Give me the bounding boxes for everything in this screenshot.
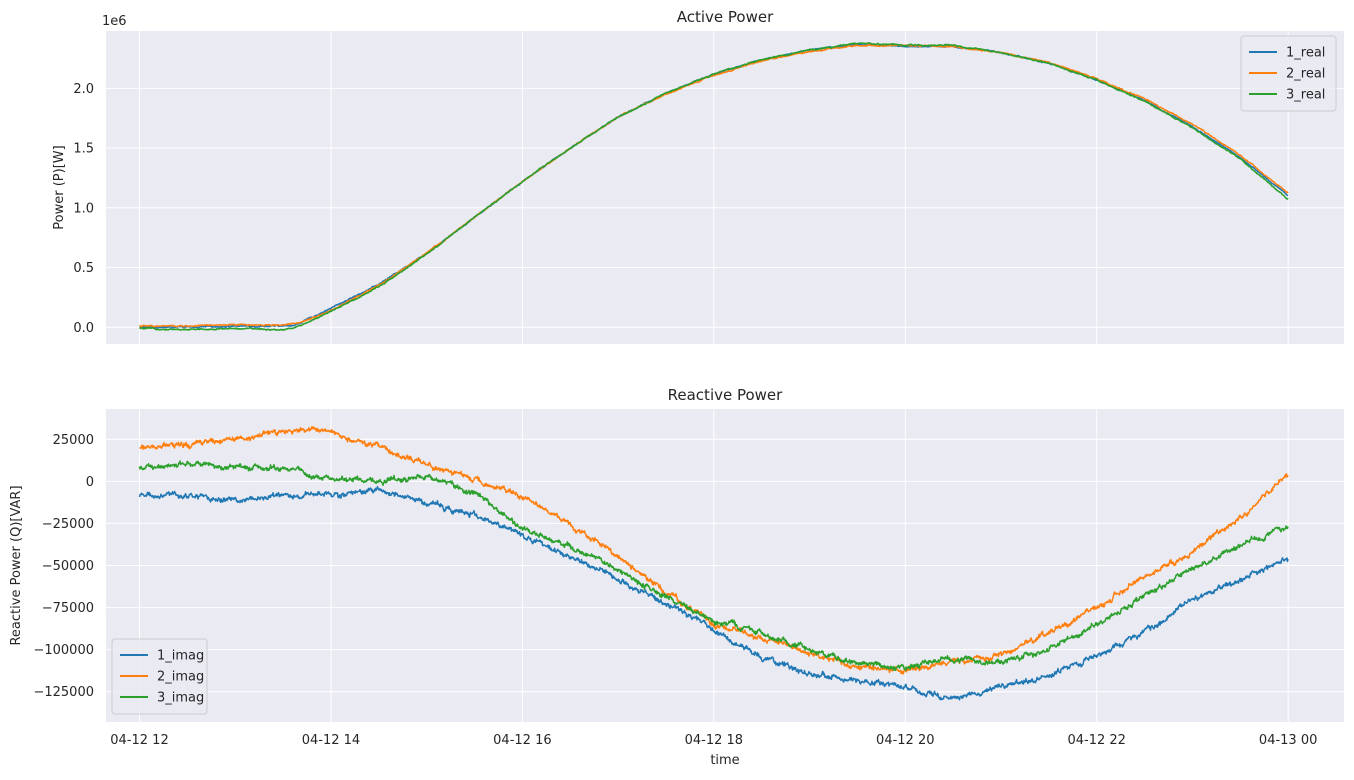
reactive-x-axis-label: time (710, 753, 739, 768)
reactive-chart-title: Reactive Power (668, 386, 784, 404)
reactive-y-tick-label: −25000 (42, 517, 94, 532)
reactive-y-tick-label: 0 (86, 475, 94, 490)
active-legend-box (1240, 35, 1337, 112)
reactive-legend-label: 2_imag (157, 670, 204, 685)
reactive-y-tick-label: −75000 (42, 601, 94, 616)
active-chart-title: Active Power (677, 8, 774, 26)
reactive-y-axis-label: Reactive Power (Q)[VAR] (9, 485, 24, 645)
reactive-y-tick-label: −125000 (33, 685, 94, 700)
reactive-x-tick-label: 04-12 22 (1067, 733, 1125, 748)
active-y-tick-label: 2.0 (73, 82, 94, 97)
active-legend-label: 3_real (1286, 88, 1325, 103)
active-plot-area (106, 31, 1344, 344)
active-offset-text: 1e6 (102, 14, 127, 29)
active-legend-label: 2_real (1286, 67, 1325, 82)
reactive-legend-box (111, 638, 208, 715)
reactive-x-tick-label: 04-12 20 (876, 733, 934, 748)
active-legend-label: 1_real (1286, 46, 1325, 61)
reactive-x-tick-label: 04-13 00 (1259, 733, 1317, 748)
active-y-tick-label: 1.5 (73, 142, 94, 157)
reactive-series-line-3_imag (138, 460, 1289, 672)
reactive-series-line-2_imag (139, 426, 1289, 675)
active-series-line-3_real (139, 41, 1289, 331)
reactive-x-tick-label: 04-12 12 (110, 733, 168, 748)
reactive-x-tick-label: 04-12 16 (493, 733, 551, 748)
active-y-tick-label: 1.0 (73, 201, 94, 216)
reactive-x-tick-label: 04-12 14 (302, 733, 360, 748)
reactive-series-line-1_imag (138, 485, 1289, 701)
reactive-y-tick-label: −50000 (42, 559, 94, 574)
active-y-tick-label: 0.0 (73, 321, 94, 336)
reactive-y-tick-label: −100000 (33, 643, 94, 658)
reactive-legend-label: 3_imag (157, 691, 204, 706)
reactive-legend-label: 1_imag (157, 649, 204, 664)
reactive-x-tick-label: 04-12 18 (685, 733, 743, 748)
active-y-tick-label: 0.5 (73, 261, 94, 276)
reactive-y-tick-label: 25000 (53, 433, 94, 448)
active-y-axis-label: Power (P)[W] (52, 145, 67, 229)
